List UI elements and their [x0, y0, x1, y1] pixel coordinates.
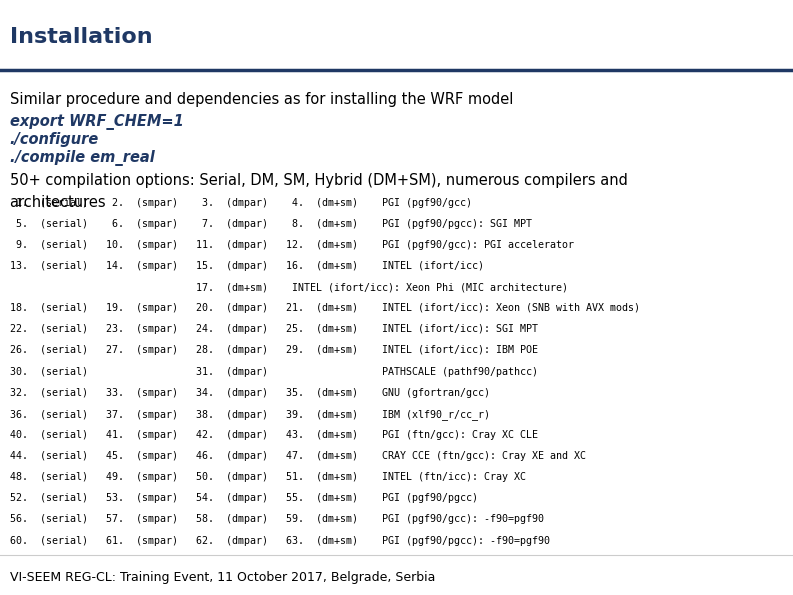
Text: 13.  (serial)   14.  (smpar)   15.  (dmpar)   16.  (dm+sm)    INTEL (ifort/icc): 13. (serial) 14. (smpar) 15. (dmpar) 16.…: [10, 261, 484, 271]
Text: Similar procedure and dependencies as for installing the WRF model: Similar procedure and dependencies as fo…: [10, 92, 513, 107]
Text: 32.  (serial)   33.  (smpar)   34.  (dmpar)   35.  (dm+sm)    GNU (gfortran/gcc): 32. (serial) 33. (smpar) 34. (dmpar) 35.…: [10, 388, 489, 397]
Text: 44.  (serial)   45.  (smpar)   46.  (dmpar)   47.  (dm+sm)    CRAY CCE (ftn/gcc): 44. (serial) 45. (smpar) 46. (dmpar) 47.…: [10, 451, 585, 461]
Text: export WRF_CHEM=1: export WRF_CHEM=1: [10, 114, 183, 130]
Text: 22.  (serial)   23.  (smpar)   24.  (dmpar)   25.  (dm+sm)    INTEL (ifort/icc):: 22. (serial) 23. (smpar) 24. (dmpar) 25.…: [10, 324, 538, 334]
Text: 40.  (serial)   41.  (smpar)   42.  (dmpar)   43.  (dm+sm)    PGI (ftn/gcc): Cra: 40. (serial) 41. (smpar) 42. (dmpar) 43.…: [10, 430, 538, 440]
Text: 56.  (serial)   57.  (smpar)   58.  (dmpar)   59.  (dm+sm)    PGI (pgf90/gcc): -: 56. (serial) 57. (smpar) 58. (dmpar) 59.…: [10, 514, 543, 524]
Text: architectures: architectures: [10, 195, 106, 210]
Text: ./compile em_real: ./compile em_real: [10, 150, 155, 166]
Text: 17.  (dm+sm)    INTEL (ifort/icc): Xeon Phi (MIC architecture): 17. (dm+sm) INTEL (ifort/icc): Xeon Phi …: [10, 282, 568, 292]
Text: 9.  (serial)   10.  (smpar)   11.  (dmpar)   12.  (dm+sm)    PGI (pgf90/gcc): PG: 9. (serial) 10. (smpar) 11. (dmpar) 12. …: [10, 240, 573, 250]
Text: 18.  (serial)   19.  (smpar)   20.  (dmpar)   21.  (dm+sm)    INTEL (ifort/icc):: 18. (serial) 19. (smpar) 20. (dmpar) 21.…: [10, 303, 639, 313]
Text: 5.  (serial)    6.  (smpar)    7.  (dmpar)    8.  (dm+sm)    PGI (pgf90/pgcc): S: 5. (serial) 6. (smpar) 7. (dmpar) 8. (dm…: [10, 218, 531, 228]
Text: 52.  (serial)   53.  (smpar)   54.  (dmpar)   55.  (dm+sm)    PGI (pgf90/pgcc): 52. (serial) 53. (smpar) 54. (dmpar) 55.…: [10, 493, 477, 503]
Text: 50+ compilation options: Serial, DM, SM, Hybrid (DM+SM), numerous compilers and: 50+ compilation options: Serial, DM, SM,…: [10, 173, 627, 187]
Text: Installation: Installation: [10, 27, 152, 47]
Text: 36.  (serial)   37.  (smpar)   38.  (dmpar)   39.  (dm+sm)    IBM (xlf90_r/cc_r): 36. (serial) 37. (smpar) 38. (dmpar) 39.…: [10, 409, 489, 419]
Text: 1.  (serial)    2.  (smpar)    3.  (dmpar)    4.  (dm+sm)    PGI (pgf90/gcc): 1. (serial) 2. (smpar) 3. (dmpar) 4. (dm…: [10, 198, 472, 208]
Text: 48.  (serial)   49.  (smpar)   50.  (dmpar)   51.  (dm+sm)    INTEL (ftn/icc): C: 48. (serial) 49. (smpar) 50. (dmpar) 51.…: [10, 472, 526, 482]
Text: ./configure: ./configure: [10, 132, 99, 147]
Text: 60.  (serial)   61.  (smpar)   62.  (dmpar)   63.  (dm+sm)    PGI (pgf90/pgcc): : 60. (serial) 61. (smpar) 62. (dmpar) 63.…: [10, 536, 550, 546]
Text: 26.  (serial)   27.  (smpar)   28.  (dmpar)   29.  (dm+sm)    INTEL (ifort/icc):: 26. (serial) 27. (smpar) 28. (dmpar) 29.…: [10, 345, 538, 355]
Text: 30.  (serial)                  31.  (dmpar)                   PATHSCALE (pathf90: 30. (serial) 31. (dmpar) PATHSCALE (path…: [10, 367, 538, 377]
Text: VI-SEEM REG-CL: Training Event, 11 October 2017, Belgrade, Serbia: VI-SEEM REG-CL: Training Event, 11 Octob…: [10, 571, 435, 584]
